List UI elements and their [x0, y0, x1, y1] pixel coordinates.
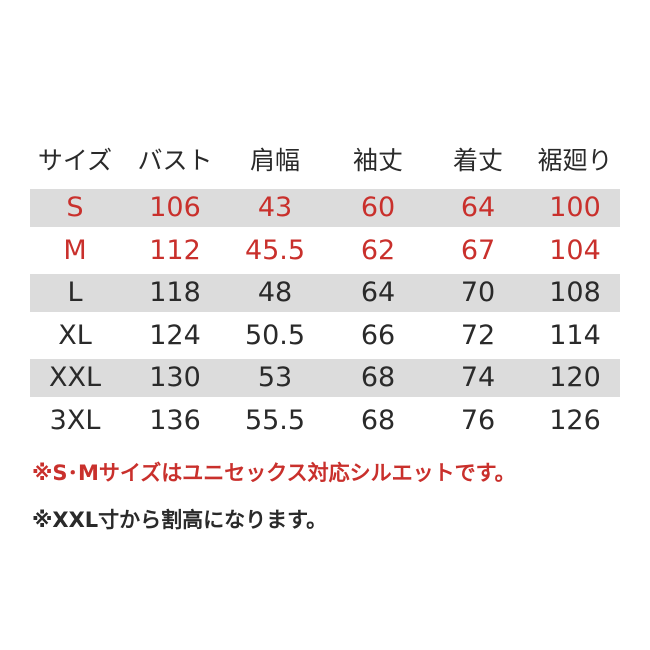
table-row: 3XL 136 55.5 68 76 126	[30, 402, 620, 440]
cell: 70	[460, 277, 496, 308]
cell: 67	[460, 234, 496, 266]
cell: サイズ	[37, 146, 113, 175]
note: ※XXL寸から割高になります。	[32, 508, 328, 532]
cell: S	[66, 192, 84, 223]
table-row: M 112 45.5 62 67 104	[30, 232, 620, 270]
cell: 124	[149, 319, 201, 351]
cell: 68	[360, 362, 396, 393]
cell: L	[67, 277, 83, 308]
cell: 100	[549, 192, 601, 223]
cell: 72	[460, 319, 496, 351]
cell: XXL	[48, 362, 102, 393]
table-row: XXL 130 53 68 74 120	[30, 359, 620, 397]
cell: 66	[360, 319, 396, 351]
table-row: XL 124 50.5 66 72 114	[30, 317, 620, 355]
cell: 112	[149, 234, 201, 266]
cell: 68	[360, 404, 396, 436]
cell: XL	[58, 319, 92, 351]
cell: 104	[549, 234, 601, 266]
cell: 43	[257, 192, 293, 223]
cell: 120	[549, 362, 601, 393]
cell: 136	[149, 404, 201, 436]
table-row: S 106 43 60 64 100	[30, 189, 620, 227]
cell: 130	[149, 362, 201, 393]
cell: 45.5	[244, 234, 306, 266]
cell: 64	[360, 277, 396, 308]
cell: 108	[549, 277, 601, 308]
cell: 48	[257, 277, 293, 308]
cell: 76	[460, 404, 496, 436]
cell: 着丈	[452, 146, 503, 175]
cell: M	[63, 234, 87, 266]
cell: 50.5	[244, 319, 306, 351]
cell: 114	[549, 319, 601, 351]
cell: 64	[460, 192, 496, 223]
cell: 袖丈	[352, 146, 403, 175]
cell: バスト	[137, 146, 213, 175]
cell: 裾廻り	[537, 146, 613, 175]
cell: 126	[549, 404, 601, 436]
cell: 55.5	[244, 404, 306, 436]
cell: 肩幅	[249, 146, 300, 175]
cell: 106	[149, 192, 201, 223]
cell: 118	[149, 277, 201, 308]
cell: 62	[360, 234, 396, 266]
table-row: L 118 48 64 70 108	[30, 274, 620, 312]
cell: 60	[360, 192, 396, 223]
header-row: サイズ バスト 肩幅 袖丈 着丈 裾廻り	[30, 142, 620, 180]
cell: 74	[460, 362, 496, 393]
note: ※S･Mサイズはユニセックス対応シルエットです。	[32, 461, 516, 485]
cell: 53	[257, 362, 293, 393]
cell: 3XL	[49, 404, 101, 436]
